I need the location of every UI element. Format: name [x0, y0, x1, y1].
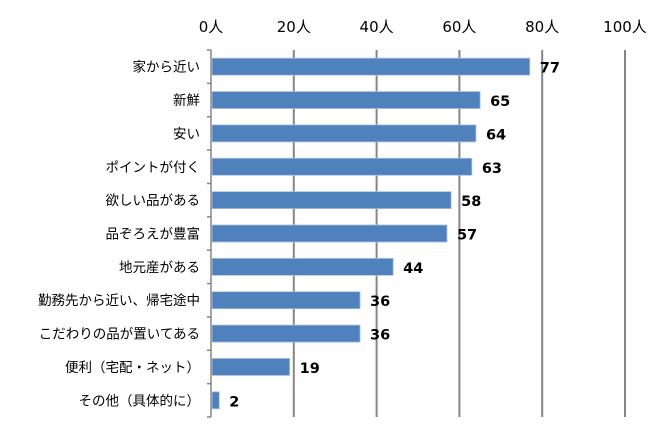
- x-tick-label: 80人: [525, 18, 559, 36]
- data-label: 19: [300, 361, 320, 377]
- category-label: 家から近い: [133, 59, 201, 76]
- bar: [211, 91, 481, 109]
- data-label: 44: [403, 261, 423, 277]
- bar: [211, 57, 531, 76]
- category-label: 欲しい品がある: [106, 193, 201, 209]
- bar: [211, 124, 477, 143]
- data-label: 36: [370, 294, 390, 310]
- x-tick-label: 0人: [199, 18, 224, 36]
- data-label: 36: [370, 328, 390, 344]
- bar: [211, 291, 361, 310]
- data-label: 64: [486, 127, 506, 143]
- category-label: 地元産がある: [119, 260, 200, 276]
- x-tick-label: 60人: [442, 18, 476, 36]
- category-label: その他（具体的に）: [79, 393, 201, 409]
- data-label: 2: [229, 394, 239, 410]
- category-label: こだわりの品が置いてある: [39, 327, 200, 343]
- category-label: 安い: [173, 126, 200, 142]
- data-label: 65: [490, 94, 510, 110]
- x-tick-label: 100人: [603, 18, 647, 36]
- category-label: 便利（宅配・ネット）: [65, 360, 200, 376]
- bar: [211, 257, 394, 276]
- x-tick-label: 20人: [277, 18, 311, 36]
- data-label: 57: [457, 228, 477, 244]
- data-label: 58: [461, 194, 481, 210]
- x-tick-label: 40人: [360, 18, 394, 36]
- bar: [211, 358, 291, 376]
- bar: [211, 191, 452, 210]
- bar: [211, 324, 361, 343]
- category-label: 品ぞろえが豊富: [106, 226, 201, 243]
- category-label: ポイントが付く: [106, 160, 201, 176]
- data-label: 77: [540, 61, 560, 77]
- bar: [211, 391, 220, 410]
- bar: [211, 157, 473, 176]
- category-label: 勤務先から近い、帰宅途中: [38, 292, 200, 309]
- data-label: 63: [482, 161, 502, 177]
- category-label: 新鮮: [173, 93, 200, 109]
- bar: [211, 224, 448, 243]
